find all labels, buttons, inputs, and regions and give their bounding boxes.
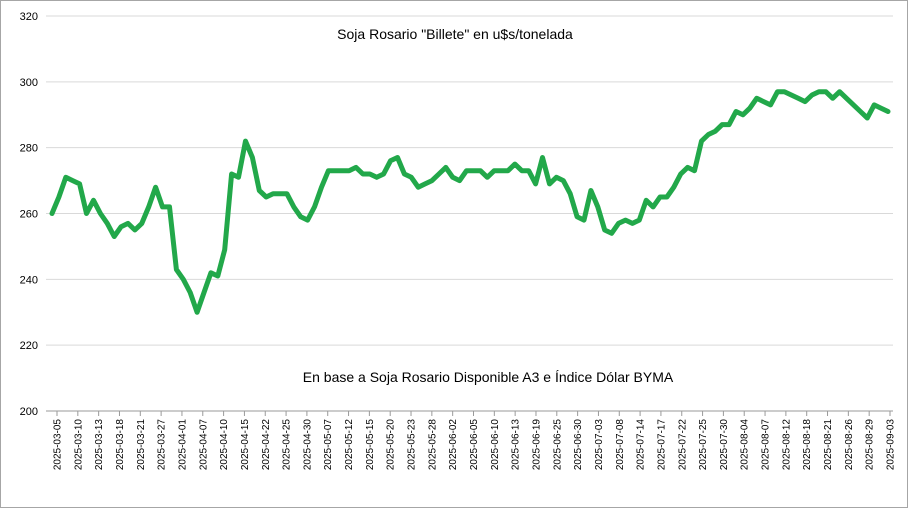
x-tick-label: 2025-04-15: [240, 419, 251, 471]
y-tick-label: 280: [20, 143, 38, 155]
x-tick-label: 2025-06-10: [490, 419, 501, 471]
x-tick-label: 2025-06-19: [531, 419, 542, 471]
x-tick-label: 2025-07-25: [698, 419, 709, 471]
x-tick-label: 2025-03-27: [157, 419, 168, 471]
x-tick-label: 2025-08-07: [761, 419, 772, 471]
grid-lines: [46, 15, 893, 412]
x-tick-label: 2025-09-03: [886, 419, 897, 471]
x-tick-label: 2025-06-02: [448, 419, 459, 471]
x-tick-label: 2025-03-21: [136, 419, 147, 471]
x-tick-label: 2025-03-13: [94, 419, 105, 471]
y-tick-label: 320: [20, 11, 38, 23]
x-tick-label: 2025-03-05: [53, 419, 64, 471]
x-tick-label: 2025-06-30: [573, 419, 584, 471]
x-tick-label: 2025-06-05: [469, 419, 480, 471]
x-tick-label: 2025-05-23: [407, 419, 418, 471]
x-tick-label: 2025-04-07: [198, 419, 209, 471]
y-axis-ticks: 200 220 240 260 280 300 320: [20, 11, 38, 418]
x-tick-label: 2025-07-03: [594, 419, 605, 471]
y-tick-label: 300: [20, 77, 38, 89]
x-tick-label: 2025-06-13: [511, 419, 522, 471]
x-tick-label: 2025-05-15: [365, 419, 376, 471]
x-tick-label: 2025-08-21: [823, 419, 834, 471]
series-group: [49, 89, 891, 315]
y-tick-label: 240: [20, 274, 38, 286]
x-tick-label: 2025-07-08: [615, 419, 626, 471]
x-tick-label: 2025-07-17: [656, 419, 667, 471]
x-tick-label: 2025-04-30: [302, 419, 313, 471]
y-tick-label: 220: [20, 340, 38, 352]
x-tick-label: 2025-08-29: [865, 419, 876, 471]
x-tick-label: 2025-08-12: [781, 419, 792, 471]
x-tick-label: 2025-05-07: [323, 419, 334, 471]
y-tick-label: 260: [20, 209, 38, 221]
chart-title: Soja Rosario "Billete" en u$s/tonelada: [337, 26, 573, 42]
x-tick-label: 2025-08-26: [844, 419, 855, 471]
x-tick-label: 2025-03-10: [73, 419, 84, 471]
x-tick-label: 2025-03-18: [115, 419, 126, 471]
y-tick-label: 200: [20, 406, 38, 418]
series-line: [49, 89, 891, 315]
x-tick-label: 2025-08-04: [740, 419, 751, 471]
chart-annotation: En base a Soja Rosario Disponible A3 e Í…: [303, 369, 674, 385]
x-axis: 2025-03-05 2025-03-10 2025-03-13 2025-03-18…: [53, 411, 897, 470]
x-tick-label: 2025-06-25: [552, 419, 563, 471]
x-tick-label: 2025-05-20: [386, 419, 397, 471]
x-tick-label: 2025-04-25: [282, 419, 293, 471]
x-tick-label: 2025-05-28: [427, 419, 438, 471]
x-tick-label: 2025-04-10: [219, 419, 230, 471]
x-tick-label: 2025-07-22: [677, 419, 688, 471]
x-tick-label: 2025-08-18: [802, 419, 813, 471]
x-tick-label: 2025-04-22: [261, 419, 272, 471]
x-tick-label: 2025-07-30: [719, 419, 730, 471]
x-tick-label: 2025-04-01: [177, 419, 188, 471]
x-tick-label: 2025-07-14: [636, 419, 647, 471]
x-tick-label: 2025-05-12: [344, 419, 355, 471]
